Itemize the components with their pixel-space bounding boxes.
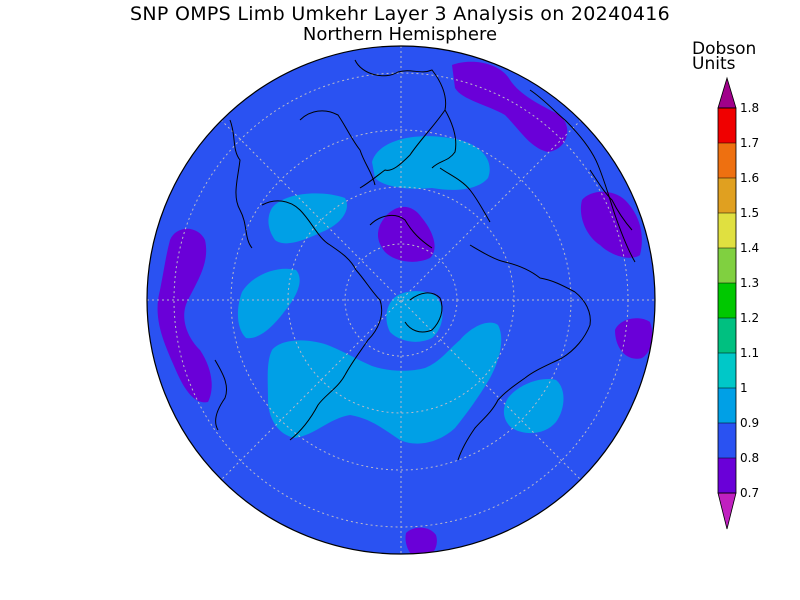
colorbar-tick-label: 1.7 <box>740 136 759 150</box>
low-region-right <box>580 191 642 258</box>
colorbar-segment <box>718 423 736 458</box>
polar-map <box>146 45 656 555</box>
low-region-left <box>157 228 212 403</box>
high-region-lower-center <box>267 322 502 444</box>
colorbar-segment <box>718 248 736 283</box>
low-region-top-right <box>452 61 568 152</box>
colorbar-tick-label: 1.6 <box>740 171 759 185</box>
colorbar-segment <box>718 353 736 388</box>
low-region-bottom <box>405 527 437 554</box>
colorbar-tick-label: 0.7 <box>740 486 759 500</box>
colorbar-segment <box>718 143 736 178</box>
colorbar-segment <box>718 458 736 493</box>
colorbar-tick-label: 1.5 <box>740 206 759 220</box>
colorbar-low-extend <box>717 492 737 530</box>
map-border <box>146 45 656 555</box>
colorbar-segment <box>718 283 736 318</box>
low-region-center <box>377 206 435 262</box>
colorbar-segment <box>718 213 736 248</box>
coastlines <box>214 59 636 461</box>
colorbar-tick-label: 0.9 <box>740 416 759 430</box>
ozone-field <box>147 46 655 554</box>
map-title: SNP OMPS Limb Umkehr Layer 3 Analysis on… <box>129 3 671 25</box>
colorbar-tick-label: 1.1 <box>740 346 759 360</box>
colorbar: 0.7 0.8 0.9 1 1.1 1.2 1.3 1.4 1.5 1.6 1.7 1.8 <box>717 76 759 530</box>
colorbar-tick-label: 1.3 <box>740 276 759 290</box>
colorbar-units-line1: Dobson <box>692 39 757 59</box>
high-region-left <box>237 268 300 339</box>
graticule <box>147 46 655 554</box>
high-region-center <box>386 291 443 342</box>
colorbar-segment <box>718 318 736 353</box>
colorbar-tick-label: 1.2 <box>740 311 759 325</box>
colorbar-segment <box>718 108 736 143</box>
colorbar-tick-label: 1.8 <box>740 101 759 115</box>
colorbar-tick-label: 1 <box>740 381 748 395</box>
map-subtitle: Northern Hemisphere <box>302 24 498 45</box>
colorbar-tick-label: 1.4 <box>740 241 759 255</box>
high-region-lower-right <box>503 379 564 434</box>
colorbar-segment <box>718 178 736 213</box>
colorbar-high-extend <box>717 76 737 109</box>
colorbar-segment <box>718 388 736 423</box>
colorbar-tick-label: 0.8 <box>740 451 759 465</box>
low-region-right-lower <box>615 318 653 359</box>
colorbar-units-line2: Units <box>692 54 736 74</box>
